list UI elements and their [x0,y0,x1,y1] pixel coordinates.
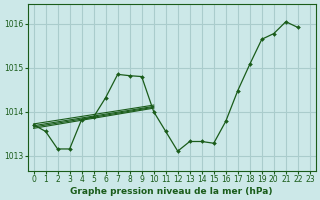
X-axis label: Graphe pression niveau de la mer (hPa): Graphe pression niveau de la mer (hPa) [70,187,273,196]
